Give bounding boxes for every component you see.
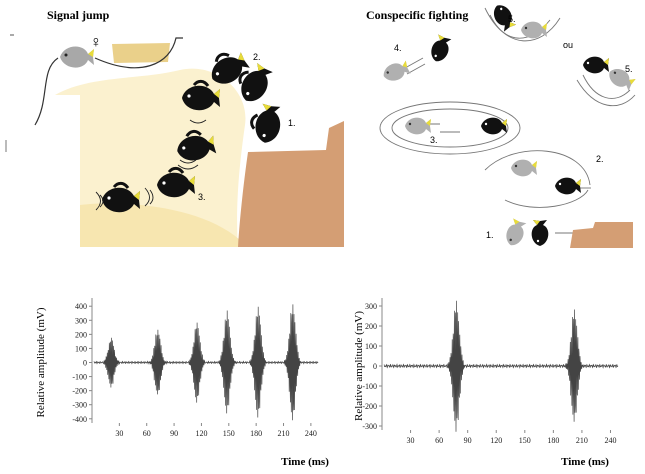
y-tick-label: 400 <box>75 302 87 311</box>
x-tick-label: 180 <box>547 436 559 445</box>
y-tick-label: 100 <box>75 344 87 353</box>
y-tick-label: 300 <box>365 302 377 311</box>
y-tick-label: -200 <box>72 387 87 396</box>
left-step-3: 3. <box>198 192 206 202</box>
y-tick-label: -100 <box>362 382 377 391</box>
x-tick-label: 90 <box>170 429 178 438</box>
x-tick-label: 210 <box>278 429 290 438</box>
x-tick-label: 180 <box>250 429 262 438</box>
y-tick-label: 200 <box>365 322 377 331</box>
signal-jump-title: Signal jump <box>47 8 110 22</box>
y-axis-label: Relative amplitude (mV) <box>353 311 365 421</box>
right-step-5b: 5. <box>625 64 633 74</box>
sand-floor <box>80 203 240 247</box>
x-tick-label: 120 <box>490 436 502 445</box>
x-tick-label: 30 <box>115 429 123 438</box>
right-step-5a: 5. <box>508 14 516 24</box>
signal-jump-illustration <box>5 34 344 247</box>
y-tick-label: 0 <box>83 359 87 368</box>
waveform-series <box>383 300 619 432</box>
x-tick-label: 150 <box>223 429 235 438</box>
conspecific-fighting-title: Conspecific fighting <box>366 8 469 22</box>
rock <box>238 121 344 247</box>
x-axis-label: Time (ms) <box>281 456 329 468</box>
right-step-3: 3. <box>430 135 438 145</box>
right-step-2: 2. <box>596 154 604 164</box>
waveform-series <box>93 304 319 421</box>
x-tick-label: 90 <box>464 436 472 445</box>
x-tick-label: 60 <box>143 429 151 438</box>
sand-patch <box>112 43 170 63</box>
sound-waves <box>95 119 207 211</box>
y-tick-label: -300 <box>362 422 377 431</box>
left-step-2: 2. <box>253 52 261 62</box>
y-tick-label: 0 <box>373 362 377 371</box>
x-tick-label: 210 <box>576 436 588 445</box>
y-tick-label: 100 <box>365 342 377 351</box>
left-step-1: 1. <box>288 118 296 128</box>
fish-step-1 <box>246 100 285 147</box>
x-tick-label: 30 <box>407 436 415 445</box>
right-step-1: 1. <box>486 230 494 240</box>
female-fish <box>60 46 94 68</box>
x-tick-label: 240 <box>305 429 317 438</box>
or-label: ou <box>563 40 574 50</box>
y-tick-label: 300 <box>75 316 87 325</box>
conspecific-fighting-illustration <box>379 1 637 249</box>
x-tick-label: 120 <box>195 429 207 438</box>
y-tick-label: -200 <box>362 402 377 411</box>
y-axis-label: Relative amplitude (mV) <box>35 307 47 417</box>
y-tick-label: -100 <box>72 373 87 382</box>
signal-jump-waveform-chart: 400 300 200 100 0 -100 -200 -300 -400 30 60 90 120 15… <box>35 298 329 468</box>
x-tick-label: 240 <box>604 436 616 445</box>
y-tick-label: -400 <box>72 415 87 424</box>
y-tick-label: 200 <box>75 330 87 339</box>
y-tick-label: -300 <box>72 401 87 410</box>
x-axis-label: Time (ms) <box>561 456 609 468</box>
x-tick-label: 150 <box>519 436 531 445</box>
female-symbol: ♀ <box>90 34 102 51</box>
right-step-4: 4. <box>394 43 402 53</box>
x-tick-label: 60 <box>435 436 443 445</box>
fighting-waveform-chart: 300 200 100 0 -100 -200 -300 30 60 90 120 150 180 210… <box>353 298 619 468</box>
